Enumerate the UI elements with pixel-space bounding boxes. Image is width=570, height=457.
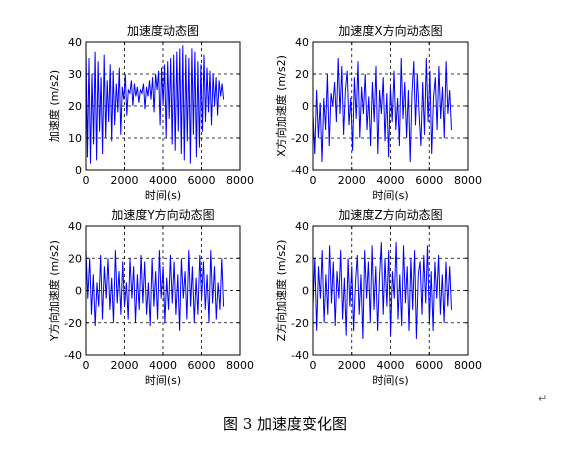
chart-title: 加速度Y方向动态图 [111,207,214,222]
x-tick-label: 2000 [338,174,366,187]
x-axis-label: 时间(s) [145,189,181,202]
y-tick-label: 20 [295,252,309,265]
y-tick-label: 20 [295,68,309,81]
y-axis-label: X方向加速度 (m/s2) [274,55,288,157]
figure-caption: 图 3 加速度变化图 [222,415,348,433]
y-tick-label: 0 [75,285,82,298]
y-axis-label: Z方向加速度 (m/s2) [274,240,288,342]
y-tick-label: 0 [302,100,309,113]
y-tick-label: 20 [68,252,82,265]
y-axis-label: Y方向加速度 (m/s2) [47,240,61,342]
x-tick-label: 6000 [415,359,443,372]
y-tick-label: -40 [64,349,82,362]
y-tick-label: -20 [291,132,309,145]
y-tick-label: 40 [68,220,82,233]
x-tick-label: 8000 [454,174,482,187]
y-tick-label: -40 [291,164,309,177]
x-tick-label: 4000 [149,359,177,372]
x-tick-label: 8000 [454,359,482,372]
y-tick-label: 30 [68,68,82,81]
x-tick-label: 0 [83,359,90,372]
y-tick-label: 40 [68,36,82,49]
x-tick-label: 8000 [226,174,254,187]
x-axis-label: 时间(s) [372,189,408,202]
x-tick-label: 0 [310,359,317,372]
x-tick-label: 2000 [111,174,139,187]
x-tick-label: 8000 [226,359,254,372]
chart-title: 加速度Z方向动态图 [338,207,442,222]
series-line [312,242,452,339]
x-axis-label: 时间(s) [372,374,408,387]
y-tick-label: -20 [64,317,82,330]
y-tick-label: 40 [295,36,309,49]
y-tick-label: 20 [68,100,82,113]
chart-panel-3: 0 2000 4000 6000 8000 -40 -20 0 20 40 加速度Y方向动态图时间(… [47,207,254,387]
x-tick-label: 6000 [188,359,216,372]
y-tick-label: 10 [68,132,82,145]
chart-title: 加速度X方向动态图 [338,23,442,38]
x-tick-label: 4000 [149,174,177,187]
x-axis-label: 时间(s) [145,374,181,387]
y-tick-label: 40 [295,220,309,233]
x-tick-label: 6000 [415,174,443,187]
chart-panel-4: 0 2000 4000 6000 8000 -40 -20 0 20 40 加速度Z方向动态图时间(… [274,207,482,387]
y-axis-label: 加速度 (m/s2) [47,70,61,142]
series-line [85,45,225,164]
return-mark: ↵ [538,392,548,405]
y-tick-label: -20 [291,317,309,330]
chart-panel-2: 0 2000 4000 6000 8000 -40 -20 0 20 40 加速度X方向动态图时间(… [274,23,482,202]
x-tick-label: 2000 [338,359,366,372]
series-line [312,57,452,163]
y-tick-label: -40 [291,349,309,362]
x-tick-label: 4000 [377,174,405,187]
chart-title: 加速度动态图 [127,23,199,38]
x-tick-label: 4000 [377,359,405,372]
x-tick-label: 6000 [188,174,216,187]
series-line [85,250,225,331]
y-tick-label: 0 [302,285,309,298]
x-tick-label: 2000 [111,359,139,372]
y-tick-label: 0 [75,164,82,177]
x-tick-label: 0 [83,174,90,187]
x-tick-label: 0 [310,174,317,187]
